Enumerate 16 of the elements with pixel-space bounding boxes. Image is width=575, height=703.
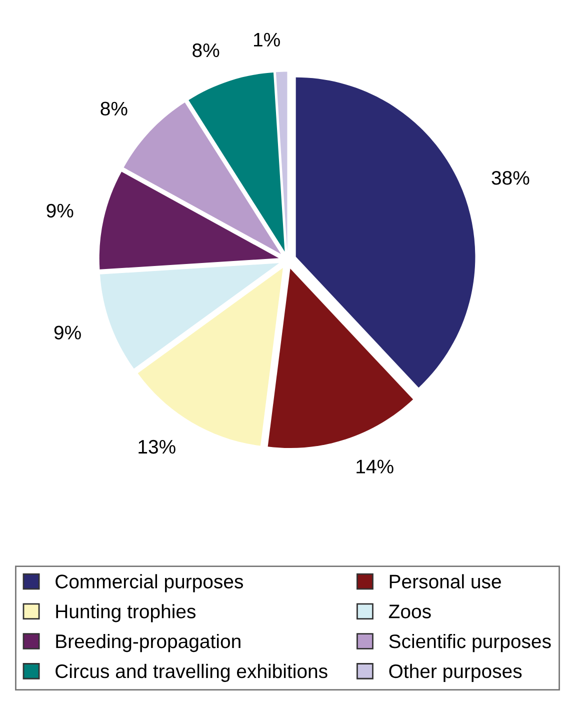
legend-label: Commercial purposes [56, 574, 244, 592]
legend-label: Other purposes [389, 664, 522, 682]
data-label: 14% [356, 460, 394, 474]
legend-label: Hunting trophies [56, 604, 196, 622]
legend-label: Circus and travelling exhibitions [56, 664, 328, 682]
legend-label: Zoos [388, 604, 431, 618]
legend-label: Scientific purposes [389, 634, 551, 652]
legend-label: Personal use [390, 574, 501, 588]
data-label: 8% [100, 102, 128, 116]
data-label: 13% [138, 440, 176, 454]
legend-label: Breeding-propagation [56, 634, 240, 652]
data-label: 9% [54, 326, 81, 340]
data-label: 1% [254, 32, 280, 47]
data-label: 38% [492, 170, 530, 185]
data-label: 8% [192, 43, 220, 58]
data-label: 9% [46, 204, 74, 218]
